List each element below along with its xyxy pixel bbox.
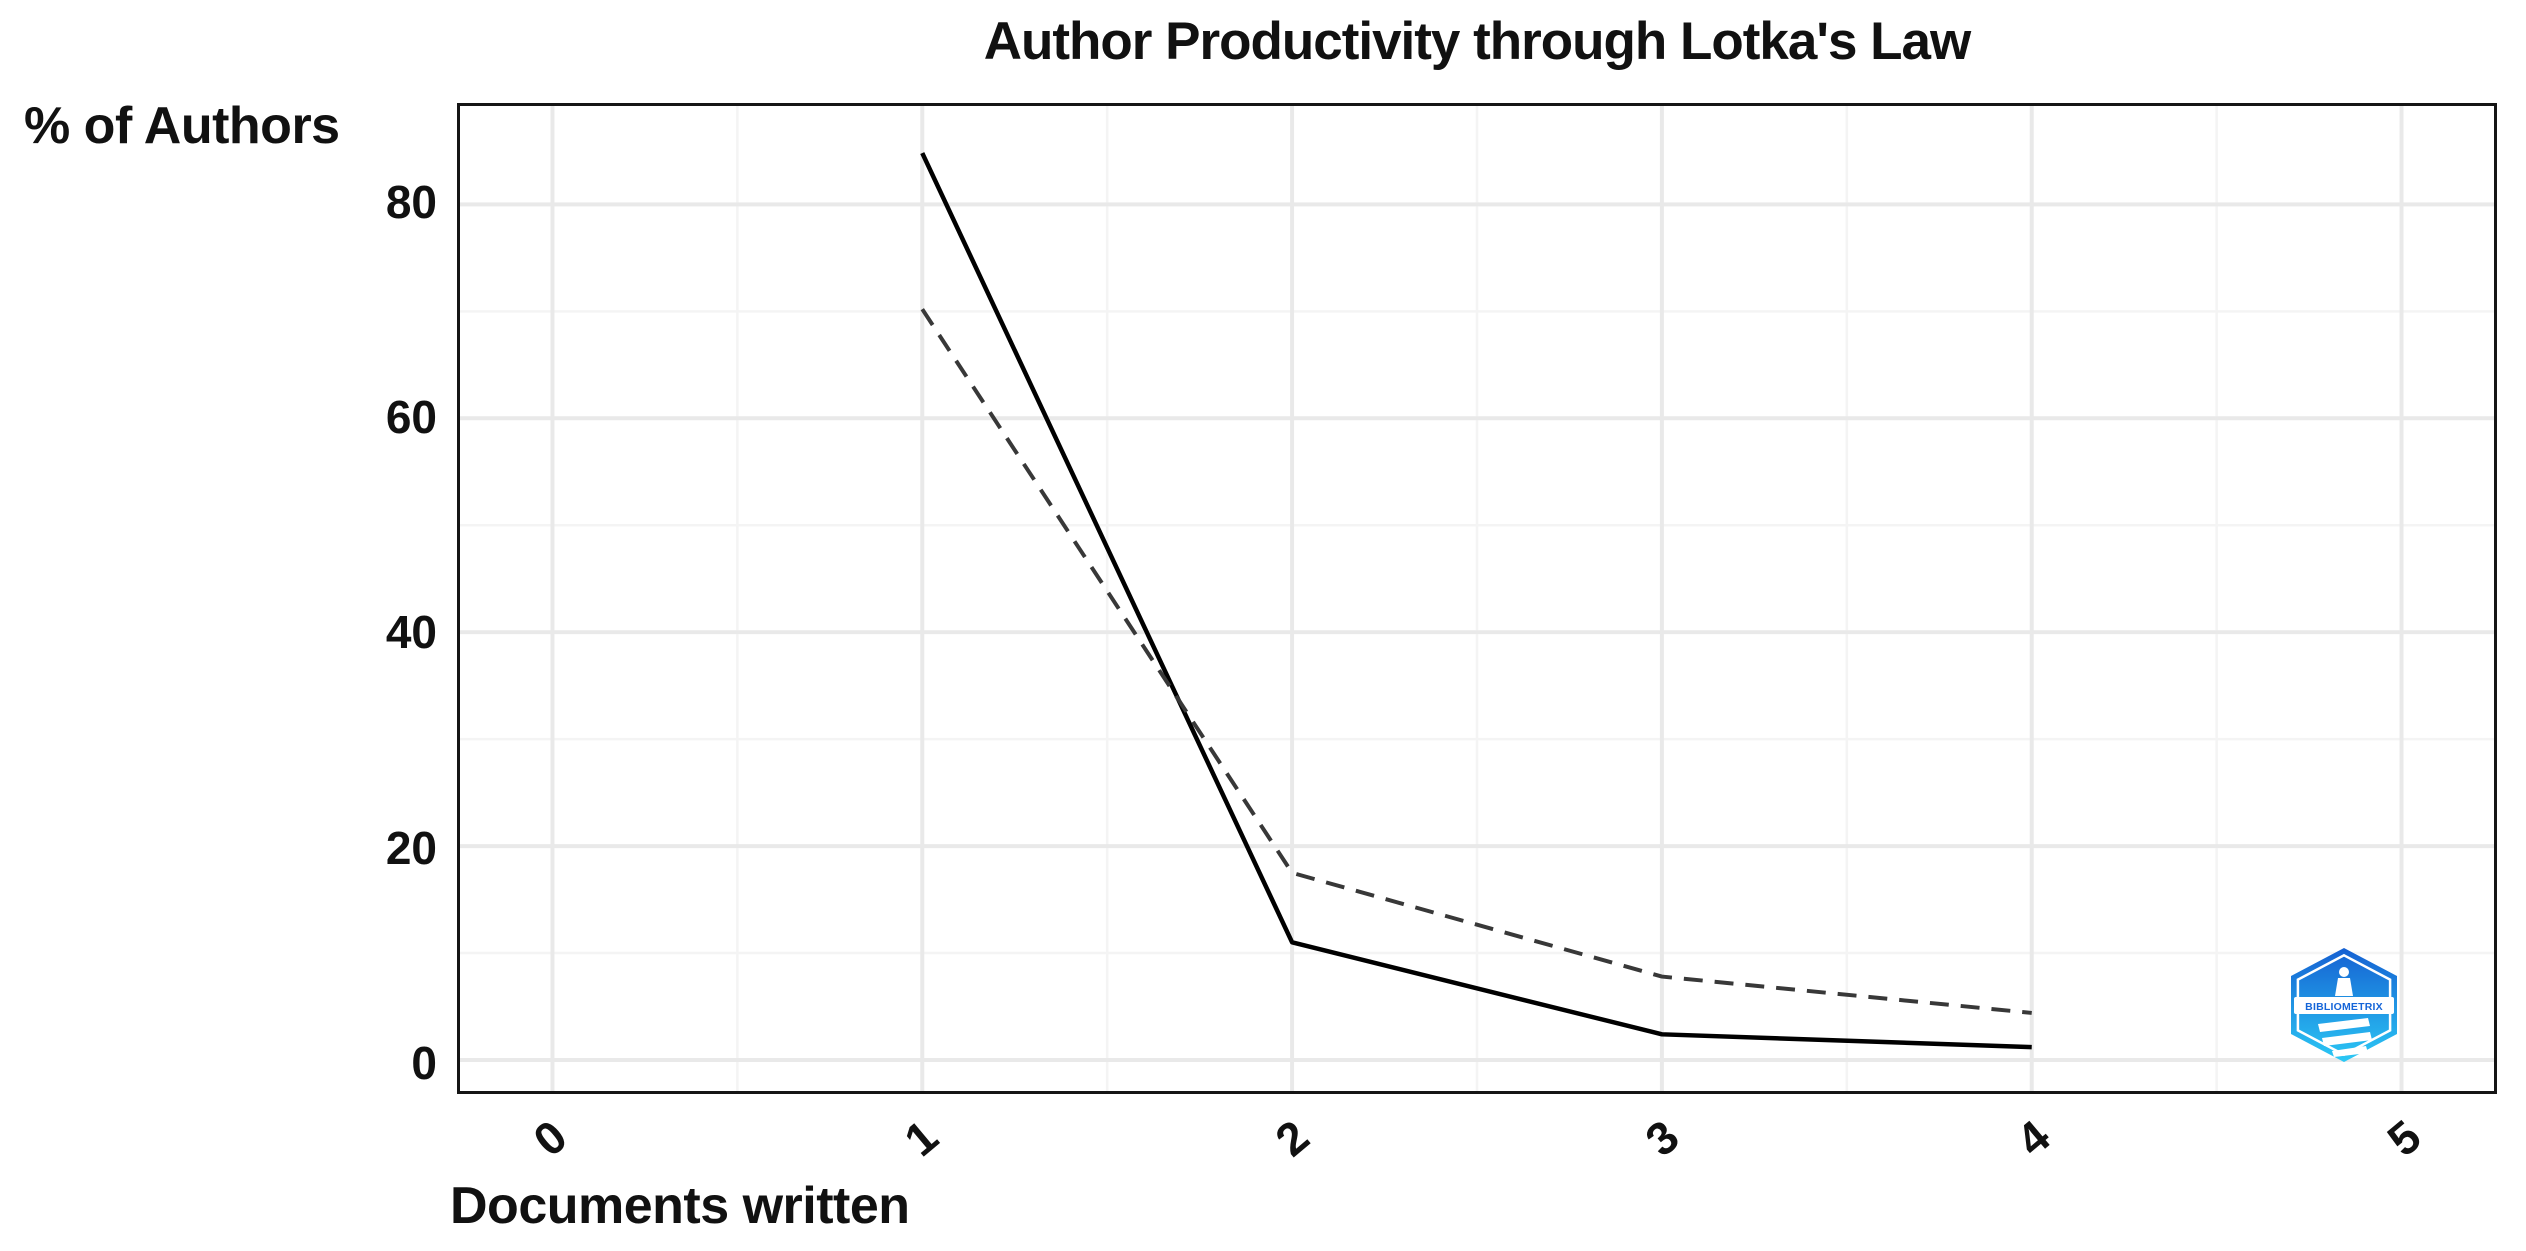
y-tick-label-60: 60 [385, 391, 437, 444]
logo-band [2294, 997, 2394, 1014]
y-axis-title: % of Authors [24, 97, 340, 155]
y-tick-label-40: 40 [385, 606, 437, 659]
logo-lighthouse-dome [2339, 967, 2349, 977]
x-tick-label-5: 5 [2377, 1109, 2431, 1167]
series-line-lotka-theoretical [920, 308, 2032, 1015]
chart-title: Author Productivity through Lotka's Law [983, 12, 1972, 71]
series-line-observed-distribution [920, 152, 2032, 1050]
x-tick-label-4: 4 [2006, 1109, 2060, 1167]
plot-area-svg [460, 106, 2494, 1091]
x-tick-label-1: 1 [894, 1109, 948, 1167]
x-tick-label-2: 2 [1265, 1109, 1319, 1167]
logo-stripe-2 [2322, 1032, 2372, 1046]
logo-stripe-1 [2318, 1018, 2370, 1032]
x-tick-label-0: 0 [523, 1109, 577, 1167]
logo-stripe-3 [2332, 1046, 2368, 1057]
y-tick-label-0: 0 [411, 1036, 437, 1089]
y-tick-label-20: 20 [385, 821, 437, 874]
logo-text: BIBLIOMETRIX [2305, 1001, 2383, 1013]
logo-lighthouse-tower [2335, 978, 2353, 996]
x-tick-label-3: 3 [1635, 1109, 1689, 1167]
bibliometrix-logo: BIBLIOMETRIX [2291, 948, 2397, 1062]
x-axis-title: Documents written [450, 1177, 910, 1235]
y-tick-label-80: 80 [385, 175, 437, 228]
plot-panel [457, 103, 2497, 1094]
